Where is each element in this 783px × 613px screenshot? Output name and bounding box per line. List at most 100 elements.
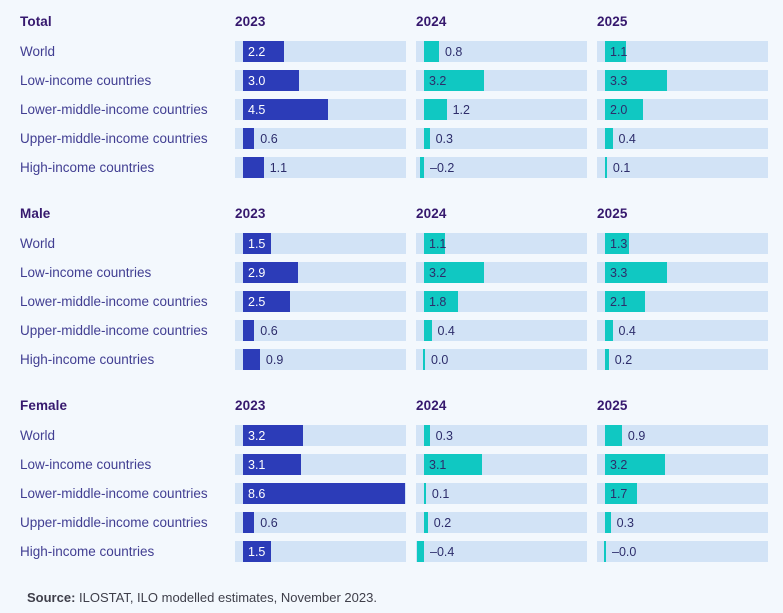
bar-track: 0.6: [235, 320, 406, 341]
row-label: Lower-middle-income countries: [20, 486, 208, 501]
section-total: Total 2023 2024 2025 World 2.2 0.8 1.1 Low-incom…: [20, 14, 783, 186]
bar-2025-high-income-countries: [605, 157, 607, 178]
section-header-row: Male 2023 2024 2025: [20, 206, 783, 233]
bar-2024-low-income-countries: [424, 70, 485, 91]
bar-cell: 8.6: [235, 483, 416, 504]
bar-track: 1.8: [416, 291, 587, 312]
bar-track: 0.3: [416, 425, 587, 446]
bar-2025-high-income-countries: [605, 349, 609, 370]
bar-value-label: 0.6: [260, 132, 278, 146]
section-header-row: Female 2023 2024 2025: [20, 398, 783, 425]
bar-track: 0.6: [235, 128, 406, 149]
bar-cell: 0.8: [416, 41, 597, 62]
bar-2023-high-income-countries: [243, 157, 264, 178]
column-header-2025: 2025: [597, 398, 628, 413]
bar-value-label: 0.4: [618, 324, 636, 338]
section-title: Female: [20, 398, 68, 413]
table-row-world: World 2.2 0.8 1.1: [20, 41, 783, 70]
bar-2023-low-income-countries: [243, 70, 300, 91]
bar-track: 1.5: [235, 233, 406, 254]
bar-track: 0.9: [597, 425, 768, 446]
bar-cell: 3.2: [416, 70, 597, 91]
bar-2024-high-income-countries: [420, 157, 424, 178]
table-row-low-income-countries: Low-income countries 3.1 3.1 3.2: [20, 454, 783, 483]
bar-track: –0.0: [597, 541, 768, 562]
section-title: Male: [20, 206, 51, 221]
row-label: Upper-middle-income countries: [20, 131, 208, 146]
bar-value-label: 0.6: [260, 516, 278, 530]
bar-track: –0.4: [416, 541, 587, 562]
table-row-world: World 3.2 0.3 0.9: [20, 425, 783, 454]
bar-track: 1.5: [235, 541, 406, 562]
row-label: Lower-middle-income countries: [20, 294, 208, 309]
bar-track: 2.9: [235, 262, 406, 283]
bar-2025-lower-middle-income-countries: [605, 291, 645, 312]
bar-track: 2.1: [597, 291, 768, 312]
bar-cell: 1.1: [597, 41, 769, 62]
bar-cell: 3.3: [597, 70, 769, 91]
bar-track: 0.0: [416, 349, 587, 370]
bar-value-label: 3.2: [248, 429, 266, 443]
bar-value-label: 3.3: [610, 266, 628, 280]
bar-cell: 2.2: [235, 41, 416, 62]
bar-value-label: 0.3: [435, 132, 453, 146]
bar-cell: 3.1: [235, 454, 416, 475]
bar-cell: –0.4: [416, 541, 597, 562]
bar-2023-upper-middle-income-countries: [243, 512, 255, 533]
bar-value-label: 0.3: [435, 429, 453, 443]
bar-2023-world: [243, 233, 272, 254]
bar-value-label: –0.0: [612, 545, 637, 559]
bar-value-label: 2.2: [248, 45, 266, 59]
bar-2024-high-income-countries: [416, 541, 424, 562]
bar-value-label: 3.1: [429, 458, 447, 472]
column-header-2025: 2025: [597, 14, 628, 29]
chart-sections: Total 2023 2024 2025 World 2.2 0.8 1.1 Low-incom…: [20, 14, 783, 570]
bar-value-label: 1.1: [429, 237, 447, 251]
bar-2024-world: [424, 233, 445, 254]
bar-track: 0.8: [416, 41, 587, 62]
bar-value-label: 1.1: [610, 45, 628, 59]
bar-2025-upper-middle-income-countries: [605, 128, 613, 149]
bar-cell: 0.6: [235, 512, 416, 533]
bar-cell: 3.2: [597, 454, 769, 475]
bar-cell: 0.4: [416, 320, 597, 341]
bar-value-label: 1.2: [452, 103, 470, 117]
bar-value-label: 3.0: [248, 74, 266, 88]
bar-cell: 1.1: [235, 157, 416, 178]
table-row-lower-middle-income-countries: Lower-middle-income countries 4.5 1.2 2.0: [20, 99, 783, 128]
bar-value-label: 2.5: [248, 295, 266, 309]
bar-cell: 0.9: [597, 425, 769, 446]
bar-track: 0.3: [416, 128, 587, 149]
bar-cell: 1.2: [416, 99, 597, 120]
bar-track: 3.2: [416, 70, 587, 91]
bar-value-label: 3.2: [429, 266, 447, 280]
bar-2025-upper-middle-income-countries: [605, 512, 611, 533]
bar-track: –0.2: [416, 157, 587, 178]
bar-cell: 3.0: [235, 70, 416, 91]
bar-cell: 0.3: [416, 425, 597, 446]
bar-value-label: 0.0: [431, 353, 449, 367]
bar-2024-world: [424, 41, 439, 62]
row-label: World: [20, 236, 56, 251]
bar-value-label: 0.6: [260, 324, 278, 338]
bar-2023-upper-middle-income-countries: [243, 128, 255, 149]
bar-value-label: 0.2: [614, 353, 633, 367]
bar-cell: 2.5: [235, 291, 416, 312]
section-male: Male 2023 2024 2025 World 1.5 1.1 1.3 Low-income…: [20, 206, 783, 378]
bar-track: 3.2: [597, 454, 768, 475]
bar-2025-world: [605, 425, 622, 446]
table-row-upper-middle-income-countries: Upper-middle-income countries 0.6 0.2 0.3: [20, 512, 783, 541]
section-header-row: Total 2023 2024 2025: [20, 14, 783, 41]
bar-value-label: 0.4: [437, 324, 455, 338]
bar-track: 0.4: [597, 320, 768, 341]
bar-track: 4.5: [235, 99, 406, 120]
bar-2023-world: [243, 41, 285, 62]
bar-cell: 3.2: [235, 425, 416, 446]
row-label: Upper-middle-income countries: [20, 515, 208, 530]
table-row-upper-middle-income-countries: Upper-middle-income countries 0.6 0.3 0.4: [20, 128, 783, 157]
bar-value-label: 3.3: [610, 74, 628, 88]
bar-value-label: 0.4: [618, 132, 636, 146]
column-header-2023: 2023: [235, 206, 266, 221]
bar-cell: 0.1: [416, 483, 597, 504]
